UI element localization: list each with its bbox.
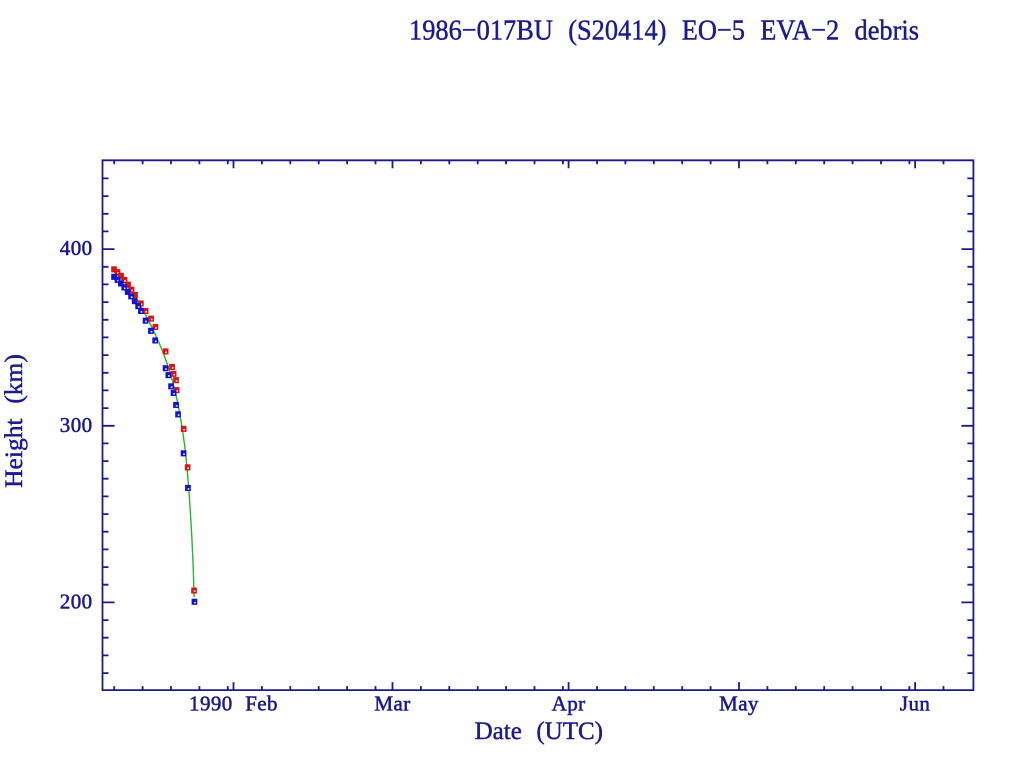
svg-text:1990 Feb: 1990 Feb [189,692,278,716]
svg-text:1986−017BU (S20414) EO−5 EVA−2: 1986−017BU (S20414) EO−5 EVA−2 debris [409,15,919,47]
svg-text:400: 400 [60,236,93,260]
svg-text:Apr: Apr [552,692,586,716]
svg-text:Mar: Mar [374,692,410,716]
svg-text:Height (km): Height (km) [0,354,28,488]
svg-text:200: 200 [60,589,93,613]
svg-text:May: May [719,692,759,716]
svg-text:300: 300 [60,413,93,437]
svg-text:Date (UTC): Date (UTC) [475,718,603,745]
svg-text:Jun: Jun [900,692,930,716]
